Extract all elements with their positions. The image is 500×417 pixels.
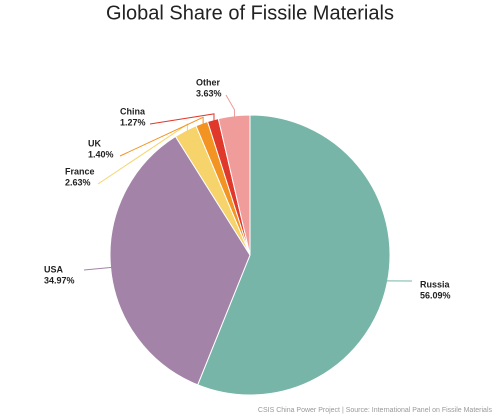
chart-title: Global Share of Fissile Materials xyxy=(106,2,394,24)
value-label: 34.97% xyxy=(44,275,75,285)
category-label: China xyxy=(120,106,146,116)
leader-line xyxy=(83,266,115,271)
leader-line xyxy=(225,94,236,120)
value-label: 56.09% xyxy=(420,290,451,300)
category-label: UK xyxy=(88,138,101,148)
category-label: USA xyxy=(44,264,64,274)
leader-line xyxy=(119,116,204,157)
value-label: 1.27% xyxy=(120,117,146,127)
source-note: CSIS China Power Project | Source: Inter… xyxy=(258,407,493,414)
value-label: 2.63% xyxy=(65,177,91,187)
pie-slice xyxy=(197,114,391,396)
value-label: 1.40% xyxy=(88,149,114,159)
category-label: Russia xyxy=(420,279,451,289)
category-label: Other xyxy=(196,77,221,87)
leader-line xyxy=(149,113,215,125)
value-label: 3.63% xyxy=(196,88,222,98)
category-label: France xyxy=(65,166,95,176)
